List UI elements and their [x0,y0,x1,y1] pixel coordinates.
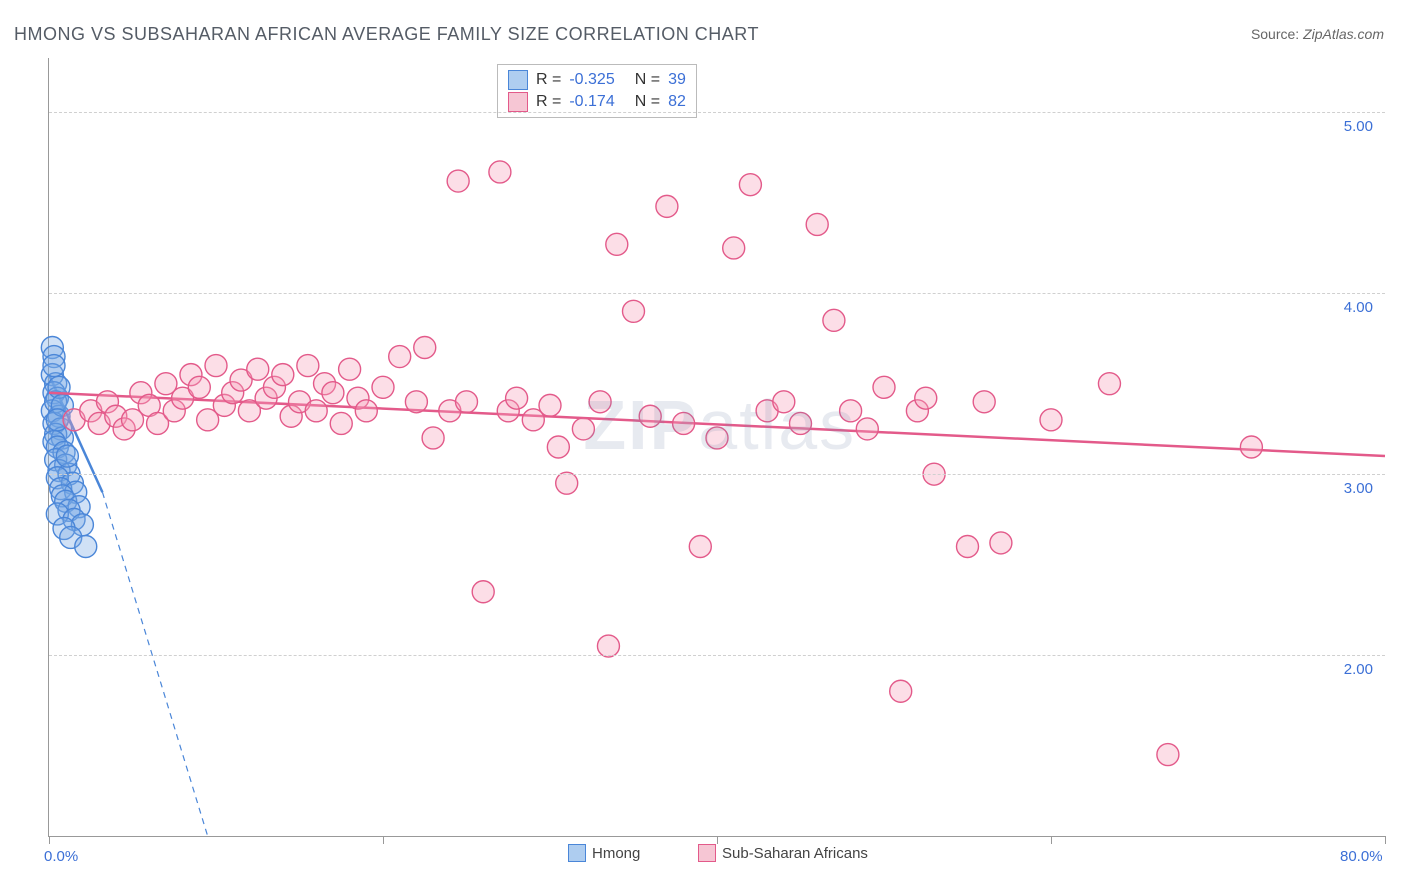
data-point [572,418,594,440]
y-tick-label: 2.00 [1344,661,1373,678]
data-point [205,355,227,377]
stats-legend-box: R = -0.325 N = 39 R = -0.174 N = 82 [497,64,697,118]
data-point [305,400,327,422]
data-point [556,472,578,494]
data-point [773,391,795,413]
stats-row: R = -0.325 N = 39 [508,69,686,91]
stats-r-label: R = [536,91,561,113]
data-point [623,300,645,322]
legend-swatch-icon [568,844,586,862]
source-value: ZipAtlas.com [1303,26,1384,42]
data-point [188,376,210,398]
chart-title: HMONG VS SUBSAHARAN AFRICAN AVERAGE FAMI… [14,24,759,45]
data-point [639,405,661,427]
data-point [1098,373,1120,395]
data-point [990,532,1012,554]
legend-item: Sub-Saharan Africans [698,844,868,862]
legend-swatch-icon [698,844,716,862]
chart-container: HMONG VS SUBSAHARAN AFRICAN AVERAGE FAMI… [0,0,1406,892]
legend-label: Sub-Saharan Africans [722,845,868,862]
data-point [339,358,361,380]
data-point [706,427,728,449]
data-point [372,376,394,398]
data-point [739,174,761,196]
x-axis-min-label: 0.0% [44,848,78,865]
data-point [272,364,294,386]
data-point [823,309,845,331]
x-tick [1051,836,1052,844]
x-tick [717,836,718,844]
data-point [1240,436,1262,458]
data-point [723,237,745,259]
x-tick [49,836,50,844]
data-point [405,391,427,413]
data-point [247,358,269,380]
chart-svg [49,58,1385,836]
stats-n-value: 39 [668,69,686,91]
data-point [973,391,995,413]
y-tick-label: 3.00 [1344,480,1373,497]
data-point [873,376,895,398]
data-point [297,355,319,377]
legend-swatch-icon [508,70,528,90]
data-point [673,412,695,434]
data-point [75,536,97,558]
source-attribution: Source: ZipAtlas.com [1251,26,1384,42]
stats-n-value: 82 [668,91,686,113]
stats-r-label: R = [536,69,561,91]
plot-area: ZIPatlas R =-0.325N =39R =-0.174N =82 2.… [48,58,1385,837]
y-tick-label: 4.00 [1344,299,1373,316]
data-point [389,346,411,368]
data-point [597,635,619,657]
y-tick-label: 5.00 [1344,118,1373,135]
x-axis-max-label: 80.0% [1340,848,1383,865]
data-point [330,412,352,434]
data-point [790,412,812,434]
data-point [414,336,436,358]
data-point [915,387,937,409]
data-point [957,536,979,558]
data-point [456,391,478,413]
data-point [447,170,469,192]
data-point [489,161,511,183]
legend-item: Hmong [568,844,640,862]
data-point [890,680,912,702]
x-tick [1385,836,1386,844]
stats-n-label: N = [635,69,660,91]
data-point [1157,744,1179,766]
x-tick [383,836,384,844]
stats-n-label: N = [635,91,660,113]
gridline [49,474,1385,475]
data-point [689,536,711,558]
gridline [49,293,1385,294]
gridline [49,112,1385,113]
data-point [56,445,78,467]
data-point [43,355,65,377]
data-point [589,391,611,413]
data-point [656,195,678,217]
source-label: Source: [1251,26,1299,42]
legend-label: Hmong [592,845,640,862]
data-point [606,233,628,255]
stats-r-value: -0.174 [569,91,614,113]
stats-row: R = -0.174 N = 82 [508,91,686,113]
data-point [472,581,494,603]
data-point [856,418,878,440]
data-point [355,400,377,422]
data-point [547,436,569,458]
data-point [806,213,828,235]
data-point [840,400,862,422]
trend-line-extrapolation [102,492,207,836]
data-point [539,394,561,416]
data-point [422,427,444,449]
data-point [1040,409,1062,431]
data-point [322,382,344,404]
data-point [506,387,528,409]
legend-swatch-icon [508,92,528,112]
stats-r-value: -0.325 [569,69,614,91]
gridline [49,655,1385,656]
